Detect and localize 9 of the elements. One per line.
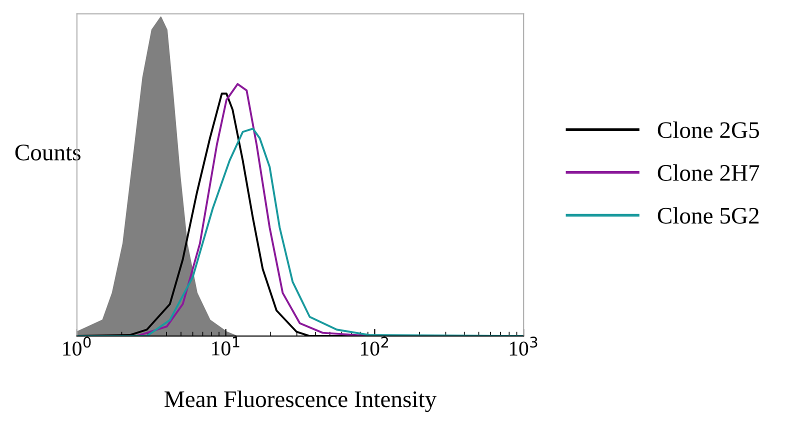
x-tick-label: 10$^{2}$ xyxy=(361,336,388,356)
y-axis-title: Counts xyxy=(15,144,80,160)
x-tick-label: 10$^{3}$ xyxy=(510,336,538,356)
x-tick-label: 10$^{0}$ xyxy=(63,336,91,356)
legend-label: Clone 2H7 xyxy=(658,164,760,181)
legend-label: Clone 2G5 xyxy=(658,121,759,138)
x-axis-title: Mean Fluorescence Intensity xyxy=(164,390,437,412)
legend-label: Clone 5G2 xyxy=(658,207,759,224)
x-tick-label: 10$^{1}$ xyxy=(212,336,240,356)
